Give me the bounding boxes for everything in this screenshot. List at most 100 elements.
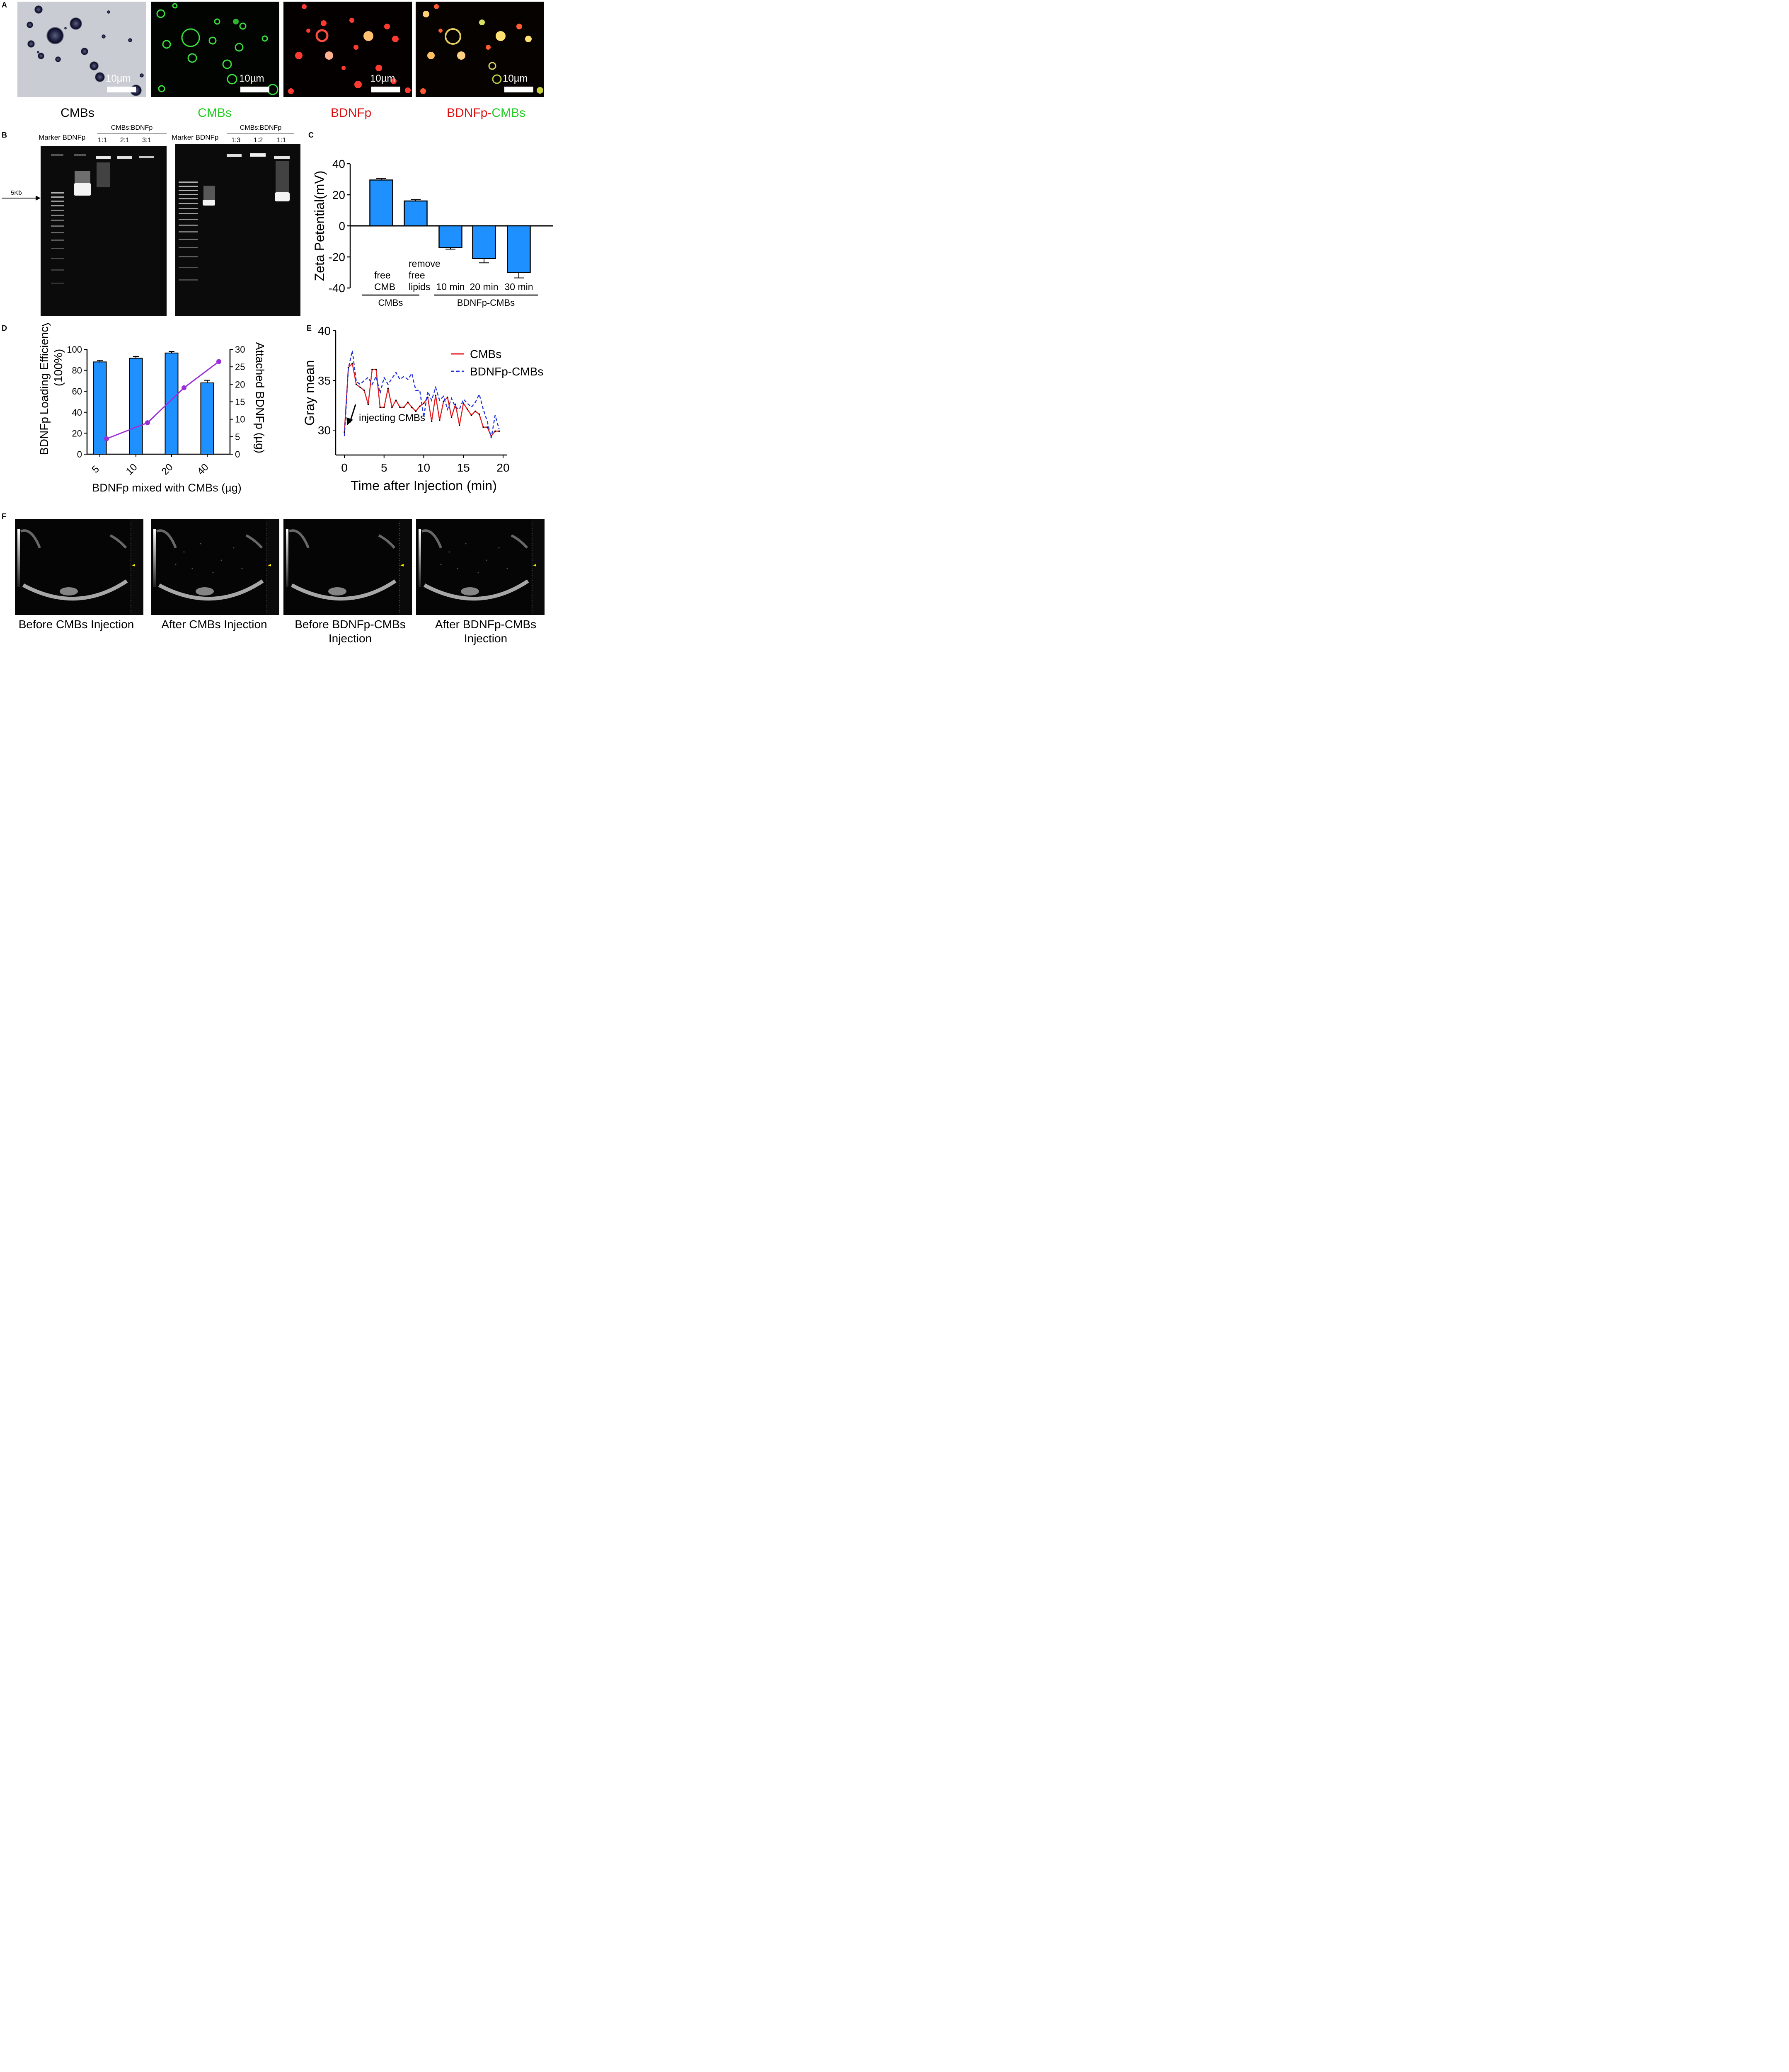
series-point xyxy=(351,363,353,364)
y-axis-title-right: Attached BDNFp (µg) xyxy=(254,342,266,453)
caption-line: After BDNFp-CMBs xyxy=(435,618,537,631)
y-axis-title-left-3: (100%) xyxy=(52,349,65,386)
green-fluorescence-art xyxy=(156,3,278,95)
group-label: BDNFp-CMBs xyxy=(457,298,515,308)
caption-a2: CMBs xyxy=(198,106,232,120)
series-point xyxy=(395,399,397,401)
category-label: 10 min xyxy=(436,281,465,292)
y-axis-title: Zeta Petential(mV) xyxy=(312,171,327,281)
series-point xyxy=(486,426,488,428)
y-tick-label: 30 xyxy=(318,424,331,437)
scale-bar-label: 10µm xyxy=(503,73,528,84)
y-tick-label-left: 60 xyxy=(72,386,82,397)
line-point xyxy=(216,359,221,364)
category-label: 30 min xyxy=(504,281,533,292)
caption-line: Injection xyxy=(464,632,508,645)
x-tick-label: 10 xyxy=(417,461,430,474)
y-tick-label-left: 100 xyxy=(67,344,82,355)
y-tick-label: 40 xyxy=(318,324,331,337)
scale-bar xyxy=(107,87,136,92)
y-tick-label-right: 5 xyxy=(235,432,240,442)
y-tick-label-right: 20 xyxy=(235,379,245,390)
micrograph-merge: 10µm xyxy=(416,2,544,97)
ultrasound-art-3 xyxy=(286,519,412,615)
category-label: free xyxy=(374,270,391,281)
series-point xyxy=(347,367,349,368)
series-point xyxy=(363,390,365,391)
gel1-lane-labels: Marker BDNFp xyxy=(39,133,86,141)
series-point xyxy=(470,414,472,416)
gel-image-2 xyxy=(175,144,300,316)
series-point xyxy=(462,402,465,404)
y-tick-label: 0 xyxy=(339,220,345,232)
series-point xyxy=(478,413,480,415)
y-tick-label: -20 xyxy=(329,251,345,264)
micrograph-red: 10µm xyxy=(283,2,412,97)
bar xyxy=(129,358,143,455)
gel1-ratio-3: 3:1 xyxy=(142,137,152,144)
x-tick-label: 15 xyxy=(457,461,470,474)
caption-a4-part2: CMBs xyxy=(491,106,525,120)
y-tick-label-right: 0 xyxy=(235,449,240,460)
panel-label-e: E xyxy=(307,324,312,332)
ultrasound-image-3 xyxy=(283,519,412,615)
series-point xyxy=(443,400,445,402)
figure-root: A xyxy=(0,0,557,651)
series-point xyxy=(450,416,453,418)
merge-fluorescence-art xyxy=(420,4,543,94)
bar xyxy=(438,225,462,248)
y-tick-label-left: 80 xyxy=(72,366,82,376)
series-point xyxy=(379,407,381,408)
line-point xyxy=(182,385,186,390)
series-point xyxy=(355,383,357,385)
series-point xyxy=(419,405,421,407)
gel2-ratio-3: 1:1 xyxy=(277,137,286,144)
caption-a3: BDNFp xyxy=(330,106,372,120)
ultrasound-caption-2: After CMBs Injection xyxy=(147,617,282,632)
scale-bar-label: 10µm xyxy=(239,73,264,84)
legend-label: BDNFp-CMBs xyxy=(470,365,543,378)
caption-line: Before CMBs Injection xyxy=(18,618,134,631)
series-point xyxy=(435,395,437,396)
y-tick-label: -40 xyxy=(329,282,345,295)
panel-label-d: D xyxy=(2,324,7,332)
category-label: remove xyxy=(409,258,441,269)
category-label: lipids xyxy=(409,281,430,292)
x-axis-title: Time after Injection (min) xyxy=(351,478,497,493)
y-tick-label: 20 xyxy=(332,189,345,201)
gel1-bands xyxy=(51,154,154,284)
category-label: free xyxy=(409,270,425,281)
series-point xyxy=(474,410,476,412)
series-point xyxy=(367,403,369,405)
y-tick-label-right: 10 xyxy=(235,414,245,425)
series-point xyxy=(458,424,460,426)
series-point xyxy=(359,387,361,388)
x-tick-label: 40 xyxy=(195,462,211,477)
series-point xyxy=(415,410,417,412)
series-line-2 xyxy=(344,350,500,438)
series-point xyxy=(344,431,345,433)
y-tick-label-right: 30 xyxy=(235,344,245,355)
series-point xyxy=(387,387,389,389)
y-tick-label: 40 xyxy=(332,157,345,170)
series-point xyxy=(455,403,456,405)
scale-bar xyxy=(240,87,269,92)
ultrasound-image-4 xyxy=(416,519,545,615)
line-series xyxy=(106,361,219,440)
panel-label-a: A xyxy=(2,1,7,9)
series-point xyxy=(439,419,441,421)
ultrasound-art-2 xyxy=(153,519,279,615)
panel-label-c: C xyxy=(308,131,314,139)
annotation-label: injecting CMBs xyxy=(359,412,425,424)
series-point xyxy=(403,407,405,408)
gel-image-1 xyxy=(41,146,167,316)
x-tick-label: 0 xyxy=(341,461,348,474)
caption-a4: BDNFp-CMBs xyxy=(418,106,554,120)
scale-bar xyxy=(371,87,400,92)
ultrasound-art-1 xyxy=(17,519,143,615)
panel-label-b: B xyxy=(2,131,7,139)
red-fluorescence-art xyxy=(288,4,411,94)
bar xyxy=(404,200,428,227)
series-point xyxy=(482,426,484,428)
series-point xyxy=(407,402,409,403)
